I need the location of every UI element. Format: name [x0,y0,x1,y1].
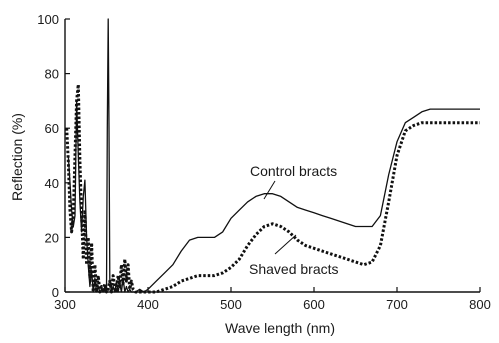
shaved-bracts-label: Shaved bracts [249,261,339,277]
y-tick-label: 80 [45,67,59,82]
x-tick-label: 500 [220,297,242,312]
control-bracts-label: Control bracts [250,163,337,179]
x-tick-label: 800 [469,297,491,312]
y-tick-label: 20 [45,230,59,245]
control-bracts-series-line [67,18,480,293]
y-tick-label: 60 [45,121,59,136]
x-tick-label: 400 [137,297,159,312]
y-tick-label: 0 [52,285,59,300]
y-tick-label: 100 [37,12,59,27]
control-bracts-leader [263,180,276,200]
y-tick-label: 40 [45,176,59,191]
shaved-bracts-leader [274,234,297,255]
y-axis-label: Reflection (%) [9,113,25,201]
x-tick-label: 300 [54,297,76,312]
x-tick-label: 700 [386,297,408,312]
shaved-bracts-series-line [65,83,480,294]
annotation-layer: Control bracts Shaved bracts [249,163,339,277]
x-axis-label: Wave length (nm) [225,320,335,336]
series-layer [65,18,480,294]
x-tick-label: 600 [303,297,325,312]
